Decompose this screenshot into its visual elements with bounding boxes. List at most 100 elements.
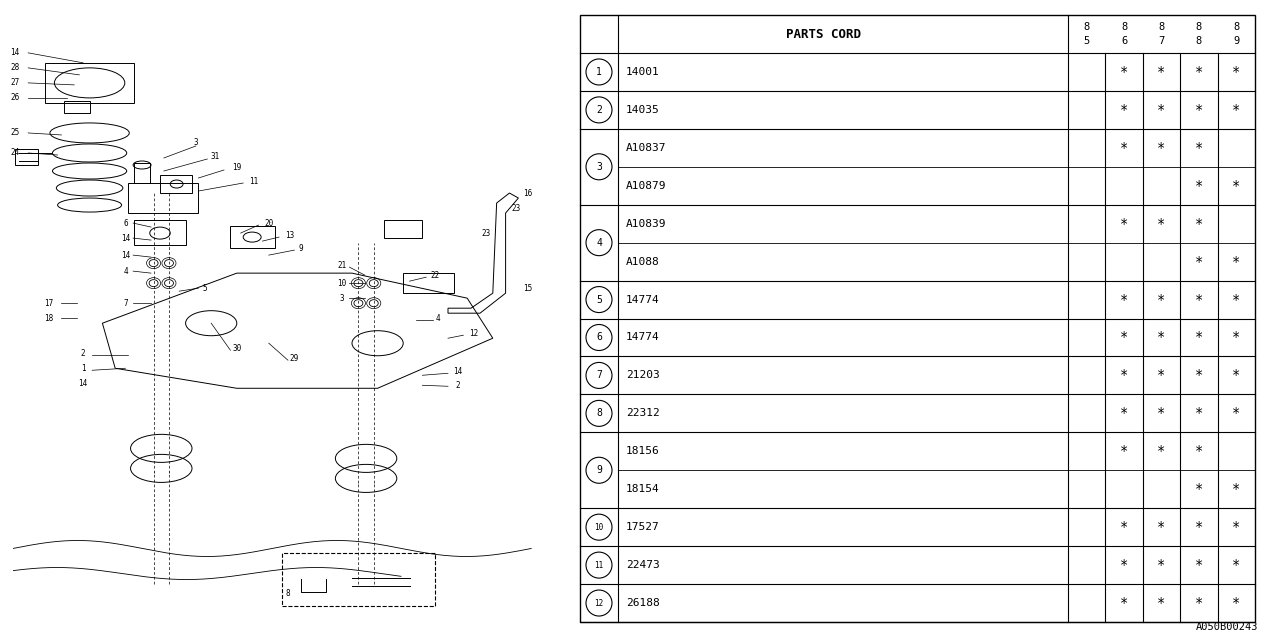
- Text: 17527: 17527: [626, 522, 659, 532]
- Text: 28: 28: [10, 63, 19, 72]
- Text: 8: 8: [285, 589, 291, 598]
- Text: 22312: 22312: [626, 408, 659, 419]
- Text: *: *: [1194, 255, 1203, 269]
- Circle shape: [150, 260, 159, 267]
- Circle shape: [150, 280, 159, 287]
- Text: *: *: [1157, 520, 1166, 534]
- Text: PARTS CORD: PARTS CORD: [786, 28, 861, 40]
- Text: *: *: [1120, 444, 1128, 458]
- Text: 9: 9: [596, 465, 602, 476]
- Text: 19: 19: [232, 163, 242, 173]
- Text: *: *: [1157, 292, 1166, 307]
- Circle shape: [165, 280, 174, 287]
- Text: *: *: [1157, 217, 1166, 230]
- Text: *: *: [1120, 292, 1128, 307]
- Text: 15: 15: [522, 284, 532, 292]
- Text: 8: 8: [1084, 22, 1089, 32]
- Circle shape: [355, 280, 364, 287]
- Text: 5: 5: [596, 294, 602, 305]
- Text: *: *: [1233, 292, 1240, 307]
- Text: *: *: [1157, 103, 1166, 117]
- Text: *: *: [1157, 330, 1166, 344]
- Bar: [580, 15, 1254, 622]
- Text: 14: 14: [120, 234, 131, 243]
- Text: 22: 22: [430, 271, 440, 280]
- Text: *: *: [1157, 141, 1166, 155]
- Text: 2: 2: [81, 349, 86, 358]
- Text: *: *: [1233, 558, 1240, 572]
- Text: A1088: A1088: [626, 257, 659, 267]
- Text: 14: 14: [78, 379, 88, 388]
- Text: 12: 12: [594, 598, 604, 607]
- Text: 12: 12: [468, 329, 479, 338]
- Circle shape: [355, 300, 364, 307]
- Text: 21: 21: [337, 260, 347, 269]
- Text: *: *: [1120, 596, 1128, 610]
- Bar: [282, 554, 435, 605]
- Text: 10: 10: [337, 278, 347, 287]
- Text: 7: 7: [123, 299, 128, 308]
- Text: *: *: [1194, 141, 1203, 155]
- Text: 11: 11: [248, 177, 259, 186]
- Text: *: *: [1233, 65, 1240, 79]
- Text: *: *: [1120, 141, 1128, 155]
- Bar: [134, 220, 186, 245]
- Bar: [15, 149, 38, 165]
- Text: 1: 1: [596, 67, 602, 77]
- Text: 16: 16: [522, 189, 532, 198]
- Text: 2: 2: [456, 381, 461, 390]
- Text: 4: 4: [435, 314, 440, 323]
- Text: *: *: [1194, 217, 1203, 230]
- Text: 17: 17: [44, 299, 54, 308]
- Text: *: *: [1194, 444, 1203, 458]
- Bar: [230, 226, 275, 248]
- Text: 18154: 18154: [626, 484, 659, 494]
- Text: *: *: [1233, 255, 1240, 269]
- Bar: [45, 63, 134, 103]
- Text: *: *: [1233, 520, 1240, 534]
- Text: *: *: [1233, 103, 1240, 117]
- Text: 3: 3: [193, 138, 198, 147]
- Text: 8: 8: [1233, 22, 1239, 32]
- Text: 10: 10: [594, 523, 604, 532]
- Text: A10879: A10879: [626, 180, 667, 191]
- Text: *: *: [1194, 482, 1203, 496]
- Text: *: *: [1194, 558, 1203, 572]
- Text: *: *: [1194, 179, 1203, 193]
- Text: *: *: [1120, 217, 1128, 230]
- Circle shape: [165, 260, 174, 267]
- Text: 4: 4: [123, 267, 128, 276]
- Text: 21203: 21203: [626, 371, 659, 380]
- Text: 24: 24: [10, 148, 19, 157]
- Text: *: *: [1157, 596, 1166, 610]
- Text: *: *: [1194, 406, 1203, 420]
- Text: *: *: [1233, 596, 1240, 610]
- Text: A10837: A10837: [626, 143, 667, 153]
- Text: 14: 14: [10, 49, 19, 58]
- Text: *: *: [1233, 330, 1240, 344]
- Text: 23: 23: [481, 228, 492, 237]
- Text: *: *: [1233, 482, 1240, 496]
- Text: 8: 8: [1196, 36, 1202, 46]
- Text: 7: 7: [596, 371, 602, 380]
- Text: *: *: [1194, 292, 1203, 307]
- Text: 9: 9: [1233, 36, 1239, 46]
- Text: 14001: 14001: [626, 67, 659, 77]
- Bar: [403, 273, 454, 293]
- Bar: [134, 163, 150, 183]
- Text: *: *: [1157, 444, 1166, 458]
- Text: 7: 7: [1158, 36, 1165, 46]
- Text: 26188: 26188: [626, 598, 659, 608]
- Bar: [128, 183, 198, 213]
- Text: 1: 1: [81, 364, 86, 372]
- Text: 18: 18: [44, 314, 54, 323]
- Text: 11: 11: [594, 561, 604, 570]
- Text: *: *: [1194, 330, 1203, 344]
- Text: *: *: [1194, 520, 1203, 534]
- Text: 3: 3: [339, 294, 344, 303]
- Text: *: *: [1120, 520, 1128, 534]
- Text: 6: 6: [1121, 36, 1128, 46]
- Circle shape: [370, 280, 379, 287]
- Text: *: *: [1157, 369, 1166, 383]
- Text: 14774: 14774: [626, 333, 659, 342]
